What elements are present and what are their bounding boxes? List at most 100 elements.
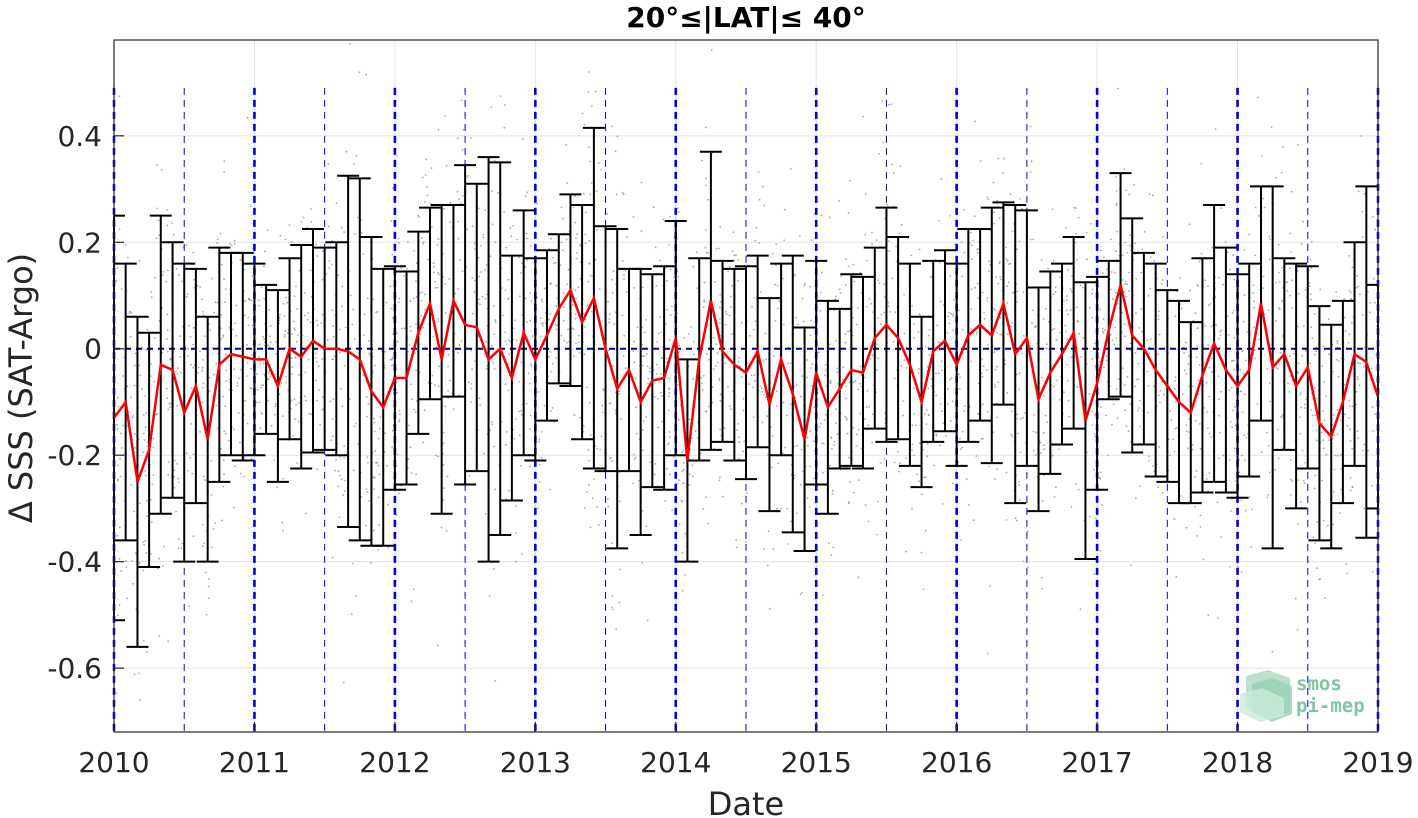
scatter-point (1303, 325, 1305, 327)
scatter-point (993, 211, 995, 214)
scatter-point (438, 273, 440, 276)
scatter-point (705, 177, 707, 180)
scatter-point (208, 376, 211, 379)
scatter-point (430, 167, 433, 170)
scatter-point (584, 507, 586, 509)
scatter-point (1299, 392, 1302, 395)
scatter-point (859, 271, 862, 274)
scatter-point (165, 280, 167, 283)
scatter-point (821, 271, 823, 274)
scatter-point (1372, 277, 1375, 280)
scatter-point (799, 395, 802, 398)
scatter-point (225, 369, 228, 372)
scatter-point (952, 313, 955, 316)
scatter-point (913, 323, 915, 326)
scatter-point (632, 216, 635, 219)
scatter-point (1005, 519, 1008, 521)
scatter-point (251, 275, 254, 277)
scatter-point (1007, 263, 1010, 266)
scatter-point (177, 477, 180, 480)
scatter-point (1187, 355, 1190, 358)
scatter-point (879, 462, 882, 464)
scatter-point (1350, 291, 1352, 294)
scatter-point (668, 442, 670, 445)
scatter-point (1338, 512, 1341, 514)
scatter-point (972, 332, 975, 335)
scatter-point (396, 332, 398, 335)
scatter-point (994, 478, 996, 480)
scatter-point (857, 576, 860, 579)
scatter-point (857, 428, 860, 431)
scatter-point (1043, 395, 1045, 397)
scatter-point (528, 372, 530, 375)
scatter-point (331, 239, 333, 242)
scatter-point (256, 389, 259, 391)
scatter-point (415, 323, 417, 326)
scatter-point (560, 334, 563, 337)
scatter-point (1188, 385, 1191, 388)
scatter-point (836, 433, 839, 436)
scatter-point (233, 239, 236, 242)
scatter-point (141, 388, 143, 391)
scatter-point (965, 478, 968, 481)
scatter-point (1005, 471, 1008, 474)
scatter-point (133, 384, 136, 387)
scatter-point (383, 366, 386, 369)
scatter-point (1316, 521, 1319, 523)
scatter-point (829, 343, 831, 346)
scatter-point (1332, 414, 1335, 416)
scatter-point (285, 381, 287, 384)
scatter-point (1309, 259, 1312, 261)
scatter-point (825, 413, 827, 416)
scatter-point (482, 234, 485, 236)
scatter-point (536, 507, 539, 510)
scatter-point (444, 405, 447, 408)
scatter-point (133, 673, 136, 676)
scatter-point (871, 441, 873, 444)
scatter-point (865, 305, 868, 308)
scatter-point (1099, 249, 1102, 252)
scatter-point (1016, 248, 1018, 251)
scatter-point (1058, 309, 1060, 312)
scatter-point (1162, 393, 1165, 396)
scatter-point (479, 245, 482, 247)
scatter-point (1196, 535, 1199, 537)
scatter-point (337, 485, 340, 488)
scatter-point (116, 614, 119, 617)
scatter-point (707, 522, 710, 525)
scatter-point (1346, 572, 1349, 575)
scatter-point (601, 404, 604, 407)
scatter-point (422, 326, 424, 329)
scatter-point (335, 458, 337, 461)
scatter-point (1195, 356, 1198, 359)
scatter-point (871, 243, 873, 246)
scatter-point (518, 434, 521, 437)
scatter-point (507, 278, 510, 281)
scatter-point (1157, 314, 1160, 317)
scatter-point (864, 193, 867, 196)
scatter-point (1371, 406, 1374, 409)
scatter-point (972, 519, 975, 522)
scatter-point (422, 241, 425, 244)
scatter-point (421, 176, 424, 179)
scatter-point (119, 475, 122, 478)
scatter-point (1015, 373, 1018, 376)
scatter-point (754, 379, 756, 382)
scatter-point (177, 367, 179, 370)
scatter-point (733, 254, 735, 257)
scatter-point (1149, 338, 1152, 341)
scatter-point (342, 681, 345, 684)
scatter-point (753, 374, 756, 377)
scatter-point (718, 318, 721, 320)
scatter-point (846, 432, 849, 435)
scatter-point (659, 391, 662, 394)
scatter-point (118, 557, 121, 560)
scatter-point (142, 413, 145, 416)
scatter-point (1194, 312, 1197, 315)
scatter-point (520, 361, 523, 364)
scatter-point (413, 408, 416, 411)
scatter-point (664, 322, 667, 325)
scatter-point (314, 357, 317, 359)
scatter-point (396, 340, 399, 343)
scatter-point (810, 319, 813, 322)
